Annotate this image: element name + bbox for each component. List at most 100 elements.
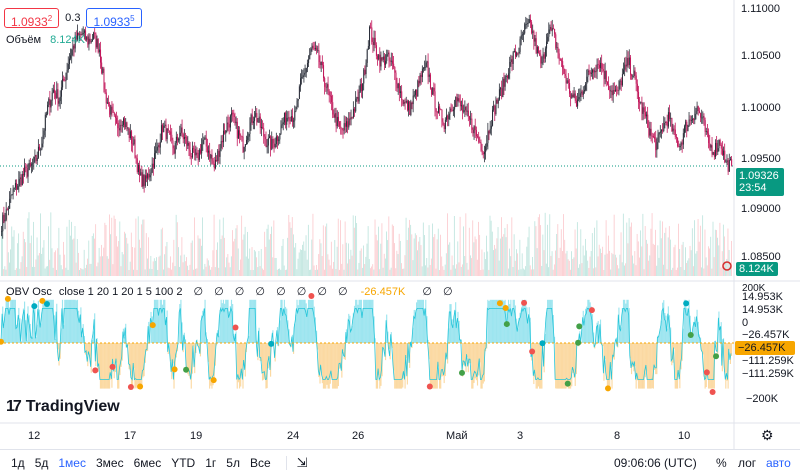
log-scale-button[interactable]: лог bbox=[738, 455, 757, 470]
volume-bar bbox=[147, 258, 148, 276]
time-axis-label: 17 bbox=[124, 430, 137, 442]
candle-body bbox=[346, 121, 348, 127]
volume-bar bbox=[138, 239, 140, 276]
volume-bar bbox=[504, 227, 506, 276]
timeframe-1y-button[interactable]: 1г bbox=[205, 455, 217, 470]
candle-body bbox=[273, 143, 275, 148]
obv-bar bbox=[145, 343, 147, 352]
settings-gear-icon[interactable]: ⚙ bbox=[761, 427, 774, 443]
volume-legend[interactable]: Объём 8.124K bbox=[6, 34, 85, 46]
volume-bar bbox=[356, 222, 358, 276]
obv-bar bbox=[374, 338, 376, 343]
candle-body bbox=[187, 142, 189, 146]
candle-body bbox=[667, 112, 669, 127]
obv-bar bbox=[557, 343, 559, 389]
obv-signal-dot bbox=[4, 295, 11, 302]
volume-bar bbox=[126, 237, 128, 276]
obv-bar bbox=[651, 343, 653, 389]
candle-body bbox=[252, 121, 254, 123]
volume-bar bbox=[671, 269, 673, 276]
quote-panel: 1.09332 0.3 1.09335 bbox=[4, 8, 142, 29]
date-range-icon[interactable]: ⇲ bbox=[296, 454, 308, 470]
candle-body bbox=[478, 137, 480, 143]
candle-body bbox=[496, 99, 498, 104]
volume-bar bbox=[621, 262, 623, 276]
sell-price-button[interactable]: 1.09332 bbox=[4, 8, 60, 29]
timeframe-ytd-button[interactable]: YTD bbox=[171, 455, 196, 470]
candle-body bbox=[224, 130, 226, 134]
obv-bar bbox=[283, 299, 285, 343]
volume-bar bbox=[95, 224, 97, 276]
obv-bar bbox=[702, 343, 704, 355]
volume-bar bbox=[573, 257, 575, 276]
candle-body bbox=[271, 138, 273, 150]
obv-axis-label: 14.953K bbox=[742, 304, 783, 316]
candle-body bbox=[525, 24, 527, 25]
obv-bar bbox=[327, 343, 329, 389]
obv-bar bbox=[129, 343, 131, 371]
obv-bar bbox=[424, 308, 426, 343]
obv-bar bbox=[41, 312, 43, 343]
candle-body bbox=[340, 126, 342, 129]
volume-bar bbox=[530, 269, 532, 276]
candle-body bbox=[646, 114, 648, 117]
timeframe-5d-button[interactable]: 5д bbox=[34, 455, 49, 470]
volume-bar bbox=[301, 249, 302, 276]
obv-bar bbox=[712, 343, 714, 389]
candle-body bbox=[529, 19, 531, 23]
volume-bar bbox=[522, 268, 524, 276]
volume-bar bbox=[274, 257, 276, 276]
obv-bar bbox=[249, 299, 251, 343]
auto-scale-button[interactable]: авто bbox=[766, 455, 791, 470]
timeframe-3m-button[interactable]: 3мес bbox=[95, 455, 124, 470]
obv-bar bbox=[680, 343, 682, 370]
obv-signal-dot bbox=[564, 380, 571, 387]
timeframe-1d-button[interactable]: 1д bbox=[11, 455, 25, 470]
timeframe-all-button[interactable]: Все bbox=[249, 455, 271, 470]
timeframe-1m-button[interactable]: 1мес bbox=[58, 455, 86, 470]
obv-bar bbox=[7, 299, 10, 343]
volume-bar bbox=[186, 257, 187, 276]
timeframe-5y-button[interactable]: 5л bbox=[226, 455, 240, 470]
candle-body bbox=[13, 187, 15, 189]
buy-price-button[interactable]: 1.09335 bbox=[86, 8, 142, 29]
volume-bar bbox=[478, 221, 479, 276]
volume-bar bbox=[288, 214, 290, 276]
volume-bar bbox=[217, 242, 218, 276]
obv-bar bbox=[60, 328, 62, 343]
obv-bar bbox=[361, 311, 364, 343]
volume-bar bbox=[179, 266, 180, 276]
obv-bar bbox=[18, 307, 20, 343]
obv-bar bbox=[98, 343, 100, 370]
volume-bar bbox=[114, 218, 116, 276]
obv-bar bbox=[471, 343, 473, 389]
candle-body bbox=[702, 116, 704, 118]
volume-bar bbox=[20, 262, 22, 276]
candle-body bbox=[29, 163, 31, 166]
timeframe-6m-button[interactable]: 6мес bbox=[133, 455, 162, 470]
candle-body bbox=[651, 135, 653, 137]
candle-body bbox=[287, 117, 289, 119]
obv-bar bbox=[401, 343, 403, 389]
obv-bar bbox=[332, 343, 334, 389]
volume-bar bbox=[674, 244, 676, 276]
time-axis-label: 12 bbox=[28, 430, 41, 442]
volume-bar bbox=[718, 245, 720, 276]
obv-bar bbox=[376, 343, 379, 389]
volume-bar bbox=[124, 231, 125, 276]
volume-bar bbox=[604, 254, 606, 276]
candle-body bbox=[298, 86, 300, 100]
obv-bar bbox=[731, 343, 733, 357]
volume-bar bbox=[238, 269, 240, 276]
obv-legend[interactable]: OBV Osc close 1 20 1 20 1 5 100 2 ∅ ∅ ∅ … bbox=[6, 285, 457, 298]
tradingview-logo[interactable]: 17 TradingView bbox=[6, 398, 120, 416]
obv-bar bbox=[65, 299, 67, 343]
clock[interactable]: 09:06:06 (UTC) bbox=[614, 455, 697, 470]
volume-bar bbox=[150, 255, 152, 276]
volume-bar bbox=[432, 223, 433, 276]
volume-bar bbox=[506, 224, 508, 276]
obv-bar bbox=[219, 309, 221, 343]
percent-scale-button[interactable]: % bbox=[716, 455, 727, 470]
